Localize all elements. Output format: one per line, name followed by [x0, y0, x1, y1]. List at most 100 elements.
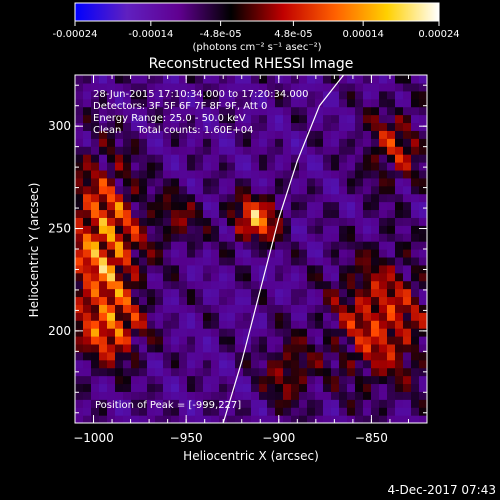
heatmap-cell	[291, 351, 300, 361]
heatmap-cell	[147, 312, 156, 321]
heatmap-cell	[355, 82, 364, 92]
heatmap-cell	[299, 241, 308, 250]
heatmap-cell	[363, 249, 372, 258]
heatmap-cell	[395, 193, 404, 203]
heatmap-cell	[315, 177, 324, 187]
heatmap-cell	[83, 359, 92, 369]
heatmap-cell	[195, 185, 204, 195]
heatmap-cell	[227, 130, 236, 139]
heatmap-cell	[339, 407, 348, 416]
heatmap-cell	[163, 320, 172, 329]
heatmap-cell	[403, 75, 412, 84]
heatmap-cell	[243, 312, 252, 321]
heatmap-cell	[131, 146, 140, 155]
heatmap-cell	[419, 130, 427, 139]
heatmap-cell	[227, 162, 236, 171]
heatmap-cell	[363, 185, 372, 195]
heatmap-cell	[259, 312, 268, 321]
heatmap-cell	[331, 343, 340, 353]
heatmap-cell	[339, 359, 348, 369]
heatmap-cell	[179, 407, 188, 416]
heatmap-cell	[227, 359, 236, 369]
heatmap-cell	[291, 280, 300, 290]
heatmap-cell	[107, 249, 116, 258]
heatmap-cell	[283, 106, 292, 116]
heatmap-cell	[267, 304, 276, 313]
heatmap-cell	[339, 225, 348, 234]
heatmap-cell	[395, 272, 404, 282]
heatmap-cell	[283, 98, 292, 108]
heatmap-cell	[387, 90, 396, 100]
heatmap-cell	[187, 399, 196, 408]
heatmap-cell	[227, 185, 236, 195]
heatmap-cell	[411, 138, 420, 147]
heatmap-cell	[99, 391, 108, 400]
heatmap-cell	[187, 162, 196, 171]
heatmap-cell	[91, 399, 100, 408]
heatmap-cell	[355, 233, 364, 242]
heatmap-cell	[171, 130, 180, 139]
heatmap-cell	[283, 280, 292, 290]
heatmap-cell	[411, 201, 420, 211]
heatmap-cell	[107, 193, 116, 203]
heatmap-cell	[403, 90, 412, 100]
heatmap-cell	[275, 75, 284, 84]
heatmap-cell	[291, 320, 300, 329]
heatmap-cell	[155, 399, 164, 408]
heatmap-cell	[219, 288, 228, 298]
heatmap-cell	[75, 304, 84, 313]
heatmap-cell	[395, 154, 404, 163]
heatmap-cell	[395, 138, 404, 147]
heatmap-cell	[363, 312, 372, 321]
heatmap-cell	[419, 407, 427, 416]
heatmap-cell	[195, 359, 204, 369]
heatmap-cell	[211, 280, 220, 290]
heatmap-cell	[275, 225, 284, 234]
heatmap-cell	[315, 138, 324, 147]
heatmap-cell	[155, 375, 164, 385]
heatmap-cell	[115, 383, 124, 392]
heatmap-cell	[235, 225, 244, 234]
heatmap-cell	[371, 217, 380, 226]
heatmap-cell	[75, 90, 84, 100]
heatmap-cell	[347, 359, 356, 369]
heatmap-cell	[411, 367, 420, 377]
heatmap-cell	[147, 407, 156, 416]
heatmap-cell	[379, 375, 388, 385]
heatmap-cell	[291, 241, 300, 250]
heatmap-cell	[403, 138, 412, 147]
heatmap-cell	[307, 288, 316, 298]
heatmap-cell	[403, 154, 412, 163]
heatmap-cell	[235, 185, 244, 195]
heatmap-cell	[307, 415, 316, 423]
heatmap-cell	[379, 225, 388, 234]
heatmap-cell	[267, 185, 276, 195]
heatmap-cell	[99, 320, 108, 329]
heatmap-cell	[339, 351, 348, 361]
heatmap-cell	[107, 75, 116, 84]
heatmap-cell	[419, 75, 427, 84]
heatmap-cell	[371, 146, 380, 155]
heatmap-cell	[275, 375, 284, 385]
heatmap-cell	[291, 264, 300, 274]
heatmap-cell	[315, 383, 324, 392]
heatmap-cell	[139, 375, 148, 385]
heatmap-cell	[331, 359, 340, 369]
heatmap-cell	[139, 367, 148, 377]
heatmap-cell	[195, 367, 204, 377]
heatmap-cell	[291, 225, 300, 234]
heatmap-cell	[347, 343, 356, 353]
heatmap-cell	[387, 185, 396, 195]
heatmap-cell	[219, 114, 228, 124]
heatmap-cell	[227, 75, 236, 84]
heatmap-cell	[211, 106, 220, 116]
heatmap-cell	[227, 233, 236, 242]
heatmap-cell	[243, 130, 252, 139]
heatmap-cell	[115, 90, 124, 100]
heatmap-cell	[211, 233, 220, 242]
heatmap-cell	[75, 106, 84, 116]
heatmap-cell	[91, 288, 100, 298]
heatmap-cell	[211, 138, 220, 147]
heatmap-cell	[115, 193, 124, 203]
heatmap-cell	[299, 359, 308, 369]
